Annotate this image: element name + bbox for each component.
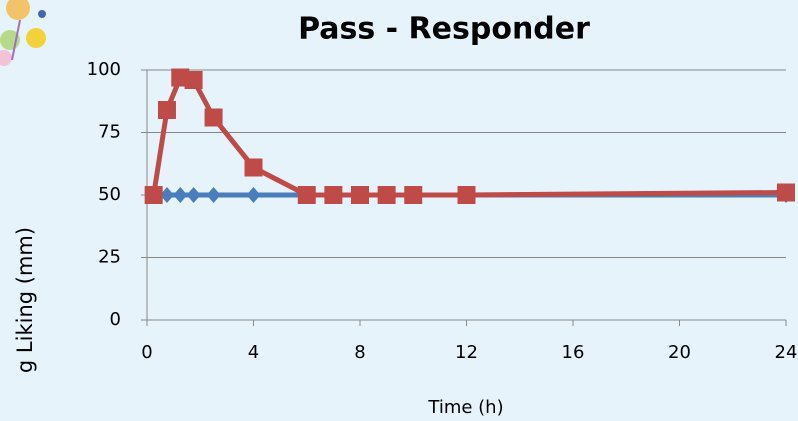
marker [324, 186, 342, 204]
marker [173, 187, 187, 203]
marker [298, 186, 316, 204]
marker [185, 71, 203, 89]
x-tick-label: 16 [562, 342, 585, 363]
marker [378, 186, 396, 204]
marker [777, 184, 795, 202]
x-tick-label: 24 [775, 342, 798, 363]
y-tick-label: 0 [110, 309, 121, 330]
y-tick-label: 50 [98, 184, 121, 205]
x-tick-label: 12 [455, 342, 478, 363]
marker [245, 159, 263, 177]
marker [205, 109, 223, 127]
x-axis-label: Time (h) [427, 397, 503, 418]
decoration [0, 0, 46, 66]
marker [145, 186, 163, 204]
x-tick-label: 0 [141, 342, 152, 363]
x-tick-label: 8 [354, 342, 365, 363]
marker [247, 187, 261, 203]
series-line [154, 78, 786, 196]
marker [158, 101, 176, 119]
marker [458, 186, 476, 204]
chart-title: Pass - Responder [298, 12, 590, 47]
y-tick-label: 75 [98, 122, 121, 143]
marker [207, 187, 221, 203]
x-tick-label: 4 [248, 342, 259, 363]
marker [187, 187, 201, 203]
y-axis-label: g Liking (mm) [13, 227, 37, 373]
marker [404, 186, 422, 204]
y-tick-label: 25 [98, 247, 121, 268]
marker [351, 186, 369, 204]
y-tick-label: 100 [87, 59, 121, 80]
chart: Pass - Responder Time (h) g Liking (mm) … [0, 0, 798, 421]
x-tick-label: 20 [668, 342, 691, 363]
